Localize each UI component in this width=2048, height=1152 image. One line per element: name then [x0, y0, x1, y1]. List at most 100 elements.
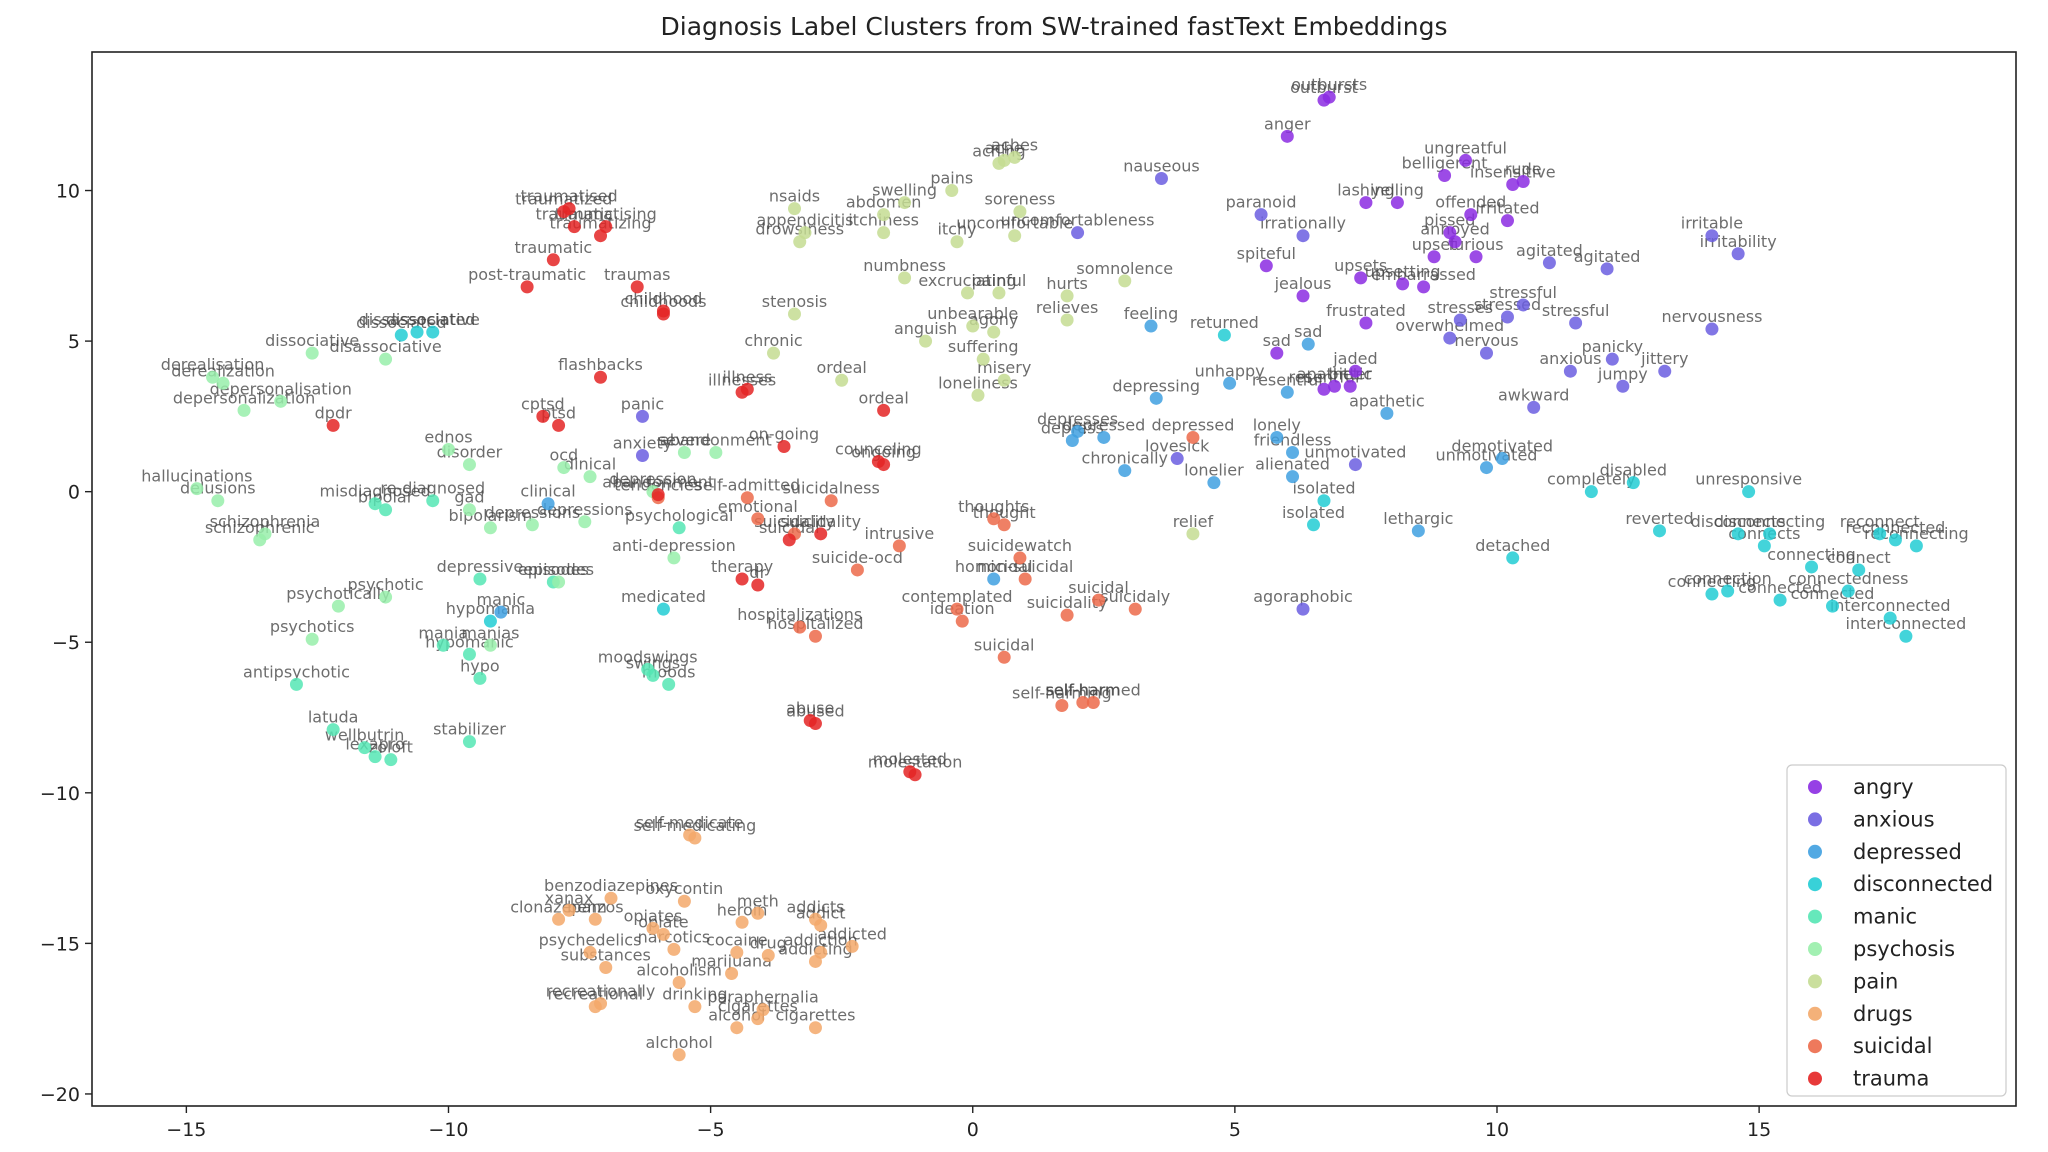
point-label: reconnected — [1845, 518, 1945, 537]
data-point-psychosis — [462, 503, 476, 517]
data-point-manic — [426, 494, 440, 508]
point-label: overwhelmed — [1395, 316, 1504, 335]
data-point-depressed — [1065, 433, 1079, 447]
data-point-drugs — [583, 945, 597, 959]
data-point-trauma — [546, 253, 560, 267]
point-label: lonelier — [1184, 461, 1244, 480]
point-label: abandonment — [660, 431, 772, 450]
data-point-disconnected — [1826, 599, 1840, 613]
point-label: furious — [1448, 235, 1503, 254]
point-label: self-harmed — [1046, 680, 1141, 699]
data-point-pain — [898, 196, 912, 210]
data-point-anxious — [1443, 331, 1457, 345]
data-point-suicidal — [1055, 698, 1069, 712]
data-point-trauma — [777, 439, 791, 453]
data-point-suicidal — [740, 491, 754, 505]
data-point-trauma — [520, 280, 534, 294]
point-label: isolated — [1292, 479, 1355, 498]
legend-label: suicidal — [1853, 1034, 1933, 1058]
point-label: excruciating — [918, 271, 1016, 290]
point-label: agony — [969, 310, 1018, 329]
data-point-pain — [976, 352, 990, 366]
point-label: on-going — [749, 424, 819, 443]
data-point-trauma — [651, 488, 665, 502]
point-label: substances — [561, 945, 651, 964]
y-axis: −20 −15 −10 −5 0 5 10 — [40, 181, 92, 1106]
point-label: severe — [658, 431, 712, 450]
data-point-angry — [1506, 178, 1520, 192]
data-point-depressed — [1301, 337, 1315, 351]
point-label: derealization — [171, 361, 275, 380]
point-label: demotivated — [1451, 437, 1553, 456]
point-label: outburst — [1290, 78, 1358, 97]
point-label: dissociative — [386, 310, 480, 329]
legend-label: psychosis — [1853, 937, 1955, 961]
point-label: abuse — [786, 699, 834, 718]
data-point-disconnected — [1626, 476, 1640, 490]
point-label: molested — [873, 750, 947, 769]
legend-marker-suicidal — [1808, 1039, 1822, 1054]
point-label: depresses — [1037, 409, 1118, 428]
point-label: disconnects — [1691, 512, 1786, 531]
point-label: childhoods — [620, 292, 706, 311]
legend-marker-angry — [1808, 780, 1822, 794]
point-label: nervous — [1454, 331, 1518, 350]
data-point-manic — [289, 677, 303, 691]
data-point-drugs — [562, 903, 576, 917]
y-tick-label: −10 — [40, 783, 80, 805]
data-point-manic — [473, 572, 487, 586]
data-point-psychosis — [462, 458, 476, 472]
data-point-manic — [368, 750, 382, 764]
point-label: resentful — [1289, 367, 1360, 386]
point-label: insensitive — [1470, 163, 1556, 182]
point-label: reverted — [1625, 509, 1693, 528]
data-point-angry — [1500, 214, 1514, 228]
point-label: illnesses — [708, 370, 776, 389]
data-point-anxious — [1296, 229, 1310, 243]
point-label: alienated — [1255, 455, 1330, 474]
point-label: nsaids — [769, 187, 820, 206]
data-point-pain — [787, 307, 801, 321]
point-label: traumatized — [515, 190, 612, 209]
data-point-pain — [992, 286, 1006, 300]
data-point-pain — [919, 334, 933, 348]
data-point-trauma — [814, 527, 828, 541]
data-point-drugs — [688, 1000, 702, 1014]
x-axis: −15 −10 −5 0 5 10 15 — [166, 1106, 1771, 1141]
data-point-anxious — [1705, 322, 1719, 336]
data-point-depressed — [1380, 406, 1394, 420]
point-label: lonely — [1253, 415, 1301, 434]
point-label: traumatic — [514, 238, 592, 257]
point-label: resentful — [1252, 370, 1323, 389]
data-point-suicidal — [1013, 551, 1027, 565]
point-label: recreational — [547, 985, 643, 1004]
point-label: nauseous — [1123, 156, 1200, 175]
point-label: suffering — [948, 337, 1019, 356]
data-point-suicidal — [950, 602, 964, 616]
point-label: upsetting — [1365, 262, 1441, 281]
point-label: addiction — [784, 930, 858, 949]
data-point-manic — [672, 521, 686, 535]
data-point-manic — [462, 735, 476, 749]
data-point-suicidal — [1186, 430, 1200, 444]
data-point-manic — [662, 677, 676, 691]
point-label: suicidal — [759, 518, 820, 537]
point-label: disassociative — [329, 337, 441, 356]
data-point-pain — [877, 208, 891, 222]
point-label: panic — [621, 394, 664, 413]
point-label: sad — [1294, 322, 1322, 341]
data-point-disconnected — [1763, 527, 1777, 541]
data-point-pain — [960, 286, 974, 300]
data-point-manic — [326, 723, 340, 737]
point-label: connect — [1827, 548, 1891, 567]
data-point-angry — [1448, 235, 1462, 249]
data-point-depressed — [1118, 464, 1132, 478]
data-point-trauma — [552, 418, 566, 432]
data-point-angry — [1296, 289, 1310, 303]
point-label: misery — [977, 358, 1031, 377]
point-label: episodes — [518, 560, 589, 579]
data-point-suicidal — [824, 494, 838, 508]
data-point-disconnected — [1852, 563, 1866, 577]
data-point-drugs — [599, 960, 613, 974]
point-label: jittery — [1640, 349, 1688, 368]
